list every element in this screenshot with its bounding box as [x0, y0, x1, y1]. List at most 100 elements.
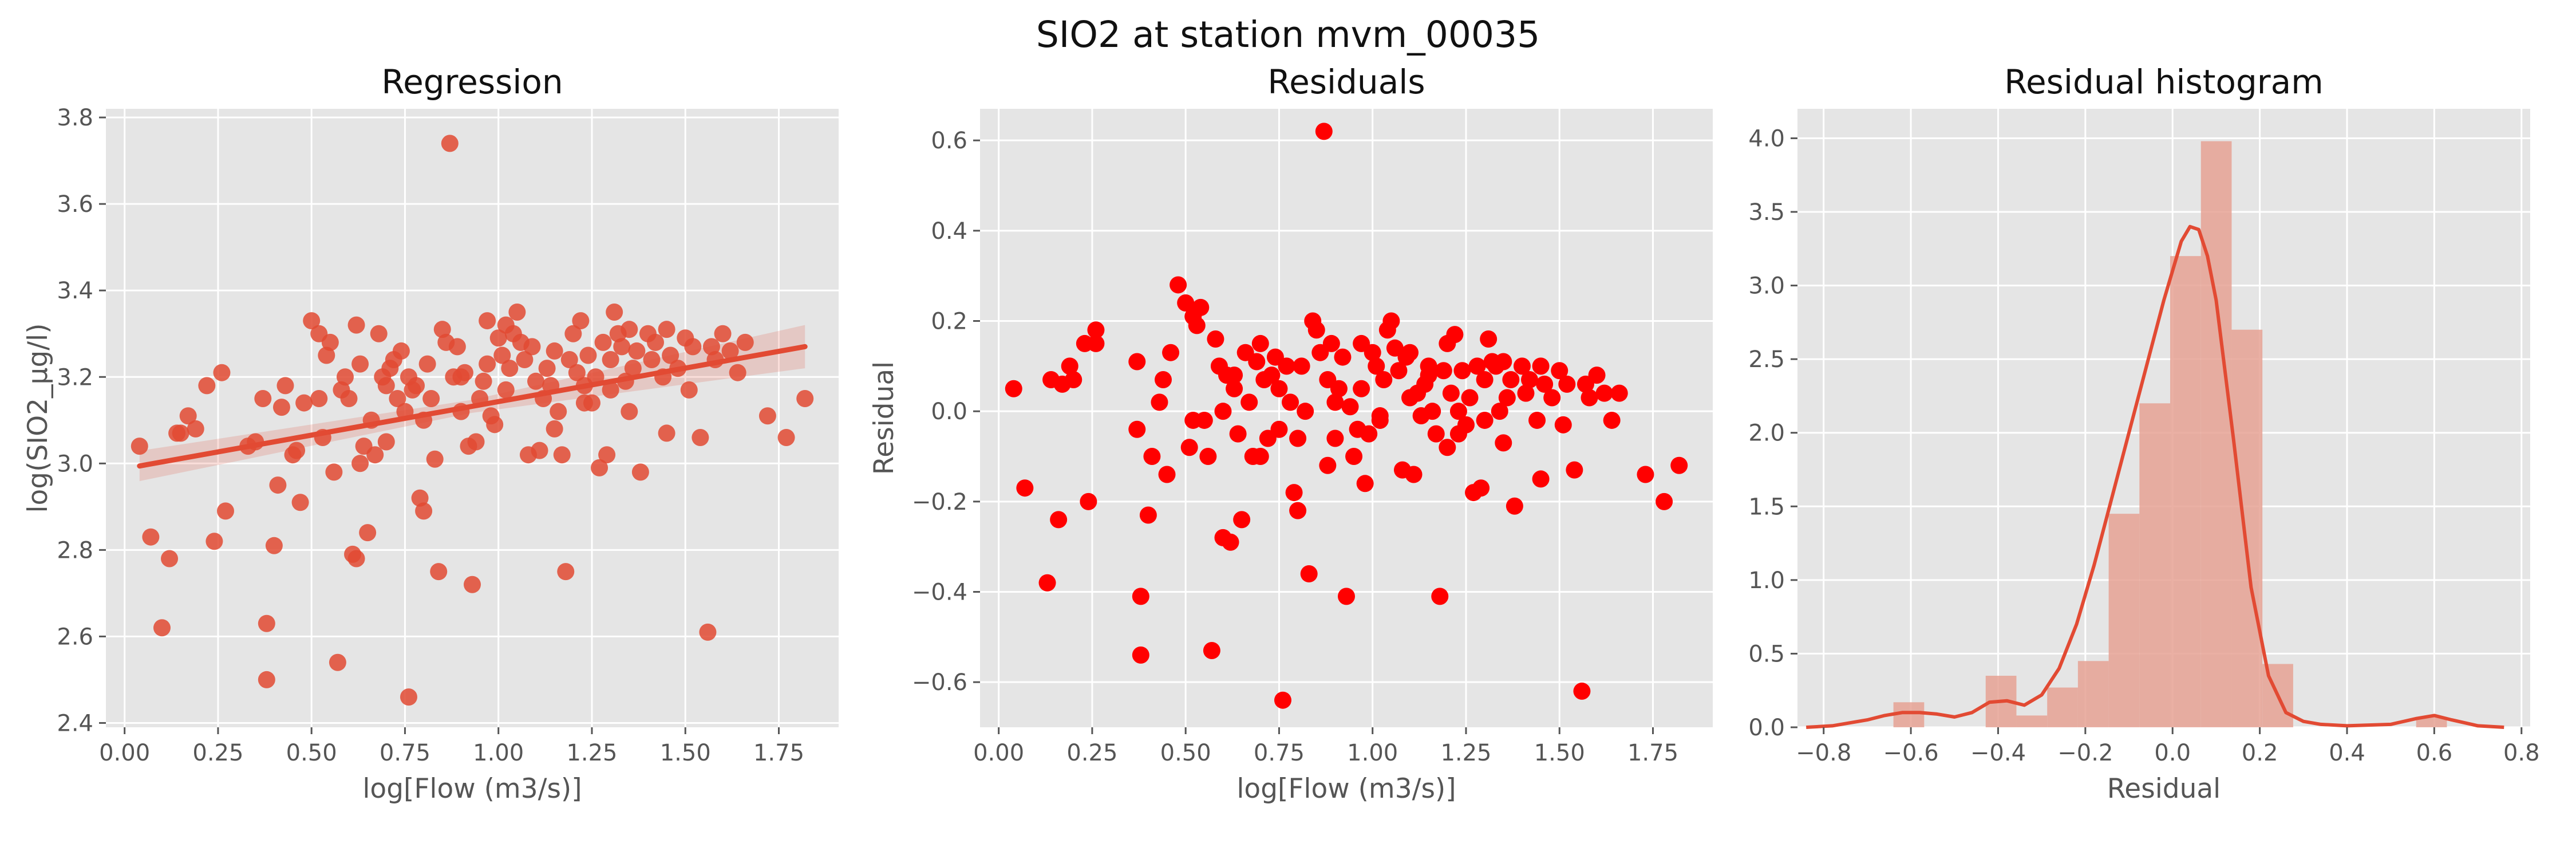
scatter-point	[310, 390, 328, 408]
scatter-point	[377, 377, 395, 395]
residuals-y-ticks: −0.6 −0.4 −0.2 0.0 0.2 0.4 0.6	[912, 128, 980, 696]
residual-point	[1158, 466, 1176, 483]
residual-point	[1042, 371, 1060, 388]
y-tick-label: 0.6	[931, 128, 967, 154]
scatter-point	[318, 346, 335, 364]
residual-point	[1353, 334, 1370, 352]
scatter-point	[714, 325, 732, 342]
scatter-point	[418, 355, 436, 373]
scatter-point	[325, 463, 343, 481]
residual-point	[1226, 380, 1243, 397]
scatter-point	[408, 377, 425, 395]
residual-point	[1128, 420, 1146, 438]
scatter-point	[351, 355, 369, 373]
scatter-point	[422, 390, 440, 408]
histogram-bar	[2231, 329, 2263, 727]
x-tick-label: 1.25	[566, 740, 617, 766]
scatter-point	[415, 502, 433, 520]
residual-point	[1251, 334, 1269, 352]
scatter-point	[366, 446, 384, 464]
regression-x-ticks: 0.00 0.25 0.50 0.75 1.00 1.25 1.50 1.75	[99, 727, 804, 766]
scatter-point	[370, 325, 388, 342]
residual-point	[1341, 398, 1359, 416]
scatter-point	[493, 346, 511, 364]
x-tick-label: 1.00	[473, 740, 524, 766]
residual-point	[1151, 393, 1168, 411]
residuals-x-ticks: 0.00 0.25 0.50 0.75 1.00 1.25 1.50 1.75	[973, 727, 1678, 766]
residual-point	[1233, 511, 1251, 529]
scatter-point	[598, 446, 616, 464]
residual-point	[1155, 371, 1172, 388]
scatter-point	[796, 390, 814, 408]
scatter-point	[347, 550, 365, 568]
residuals-points	[1005, 123, 1688, 709]
scatter-point	[546, 342, 563, 360]
residual-point	[1222, 533, 1239, 551]
histogram-bar	[2170, 256, 2201, 728]
scatter-point	[684, 338, 702, 356]
residual-point	[1087, 334, 1105, 352]
scatter-point	[258, 671, 275, 688]
scatter-point	[557, 563, 575, 581]
residual-point	[1491, 403, 1508, 420]
residual-point	[1442, 384, 1460, 402]
residual-point	[1603, 411, 1621, 429]
histogram-bar	[2077, 661, 2109, 727]
scatter-point	[400, 688, 417, 706]
residual-point	[1143, 448, 1161, 466]
residual-point	[1132, 646, 1149, 664]
residual-point	[1382, 312, 1400, 330]
y-tick-label: 3.0	[57, 451, 93, 477]
scatter-point	[389, 390, 406, 408]
regression-fit-layer	[137, 344, 808, 469]
residual-point	[1248, 353, 1266, 371]
scatter-point	[594, 333, 612, 351]
scatter-point	[187, 420, 204, 438]
histogram-title: Residual histogram	[2004, 62, 2323, 101]
scatter-point	[161, 550, 179, 568]
x-tick-label: 0.4	[2329, 740, 2365, 766]
scatter-point	[736, 333, 754, 351]
y-tick-label: 0.0	[931, 399, 967, 425]
scatter-point	[631, 463, 649, 481]
regression-points	[131, 135, 814, 706]
scatter-point	[269, 476, 287, 494]
scatter-point	[643, 351, 661, 369]
residual-point	[1282, 393, 1299, 411]
residual-point	[1016, 479, 1034, 497]
scatter-point	[591, 459, 609, 476]
residual-point	[1278, 357, 1295, 375]
scatter-point	[621, 403, 638, 420]
residual-point	[1203, 641, 1220, 659]
residual-point	[1498, 389, 1516, 407]
kde-curve	[1806, 224, 2504, 729]
scatter-point	[624, 360, 642, 377]
scatter-point	[433, 321, 451, 338]
residual-point	[1480, 330, 1498, 348]
scatter-point	[258, 614, 275, 632]
residual-point	[1307, 321, 1325, 339]
scatter-point	[265, 537, 283, 554]
scatter-point	[721, 342, 739, 360]
scatter-point	[131, 438, 148, 455]
residual-point	[1427, 425, 1445, 443]
scatter-point	[658, 321, 675, 338]
scatter-point	[168, 424, 186, 442]
scatter-point	[479, 312, 496, 330]
x-tick-label: 0.0	[2154, 740, 2191, 766]
scatter-point	[142, 528, 160, 546]
residual-point	[1319, 456, 1337, 474]
residuals-panel: 0.00 0.25 0.50 0.75 1.00 1.25 1.50 1.75 −0.6−0.…	[868, 62, 1713, 805]
scatter-point	[198, 377, 216, 395]
residual-point	[1199, 448, 1217, 466]
x-tick-label: 1.50	[660, 740, 711, 766]
residuals-title: Residuals	[1267, 62, 1425, 101]
scatter-point	[272, 399, 290, 416]
x-tick-label: 0.8	[2503, 740, 2540, 766]
residual-point	[1192, 298, 1210, 316]
histogram-panel: −0.8 −0.6 −0.4 −0.2 0.0 0.2 0.4 0.6 0.8 0.0 0.5 1.…	[1748, 62, 2539, 805]
scatter-point	[579, 346, 597, 364]
scatter-point	[430, 563, 448, 581]
scatter-point	[702, 338, 720, 356]
